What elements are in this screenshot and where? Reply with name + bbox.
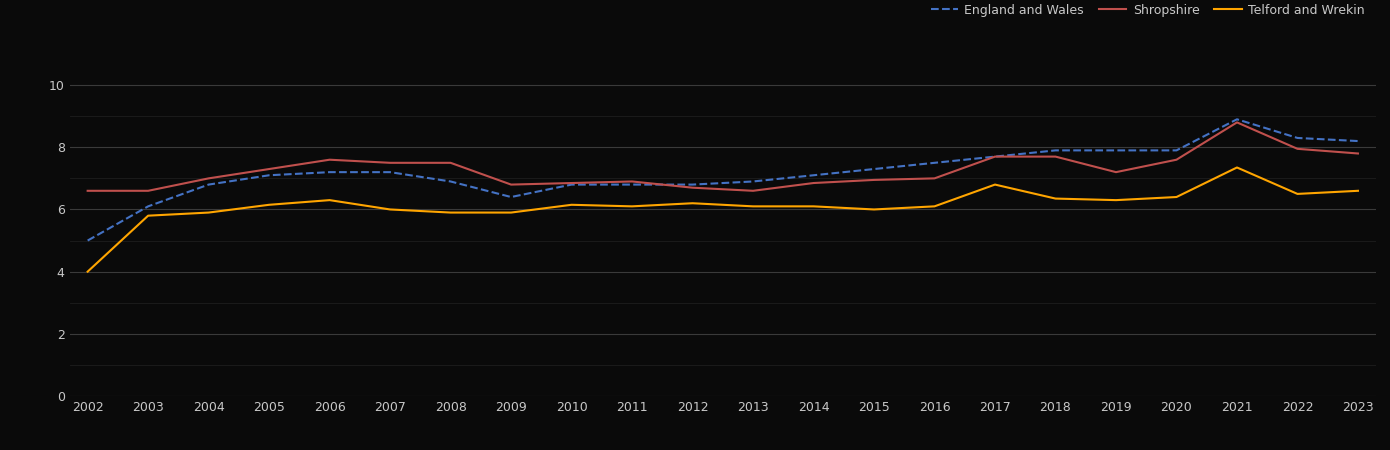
England and Wales: [805, 172, 821, 178]
England and Wales: [261, 172, 278, 178]
Telford and Wrekin: [1350, 188, 1366, 194]
England and Wales: [1168, 148, 1184, 153]
Telford and Wrekin: [624, 204, 641, 209]
Line: Shropshire: Shropshire: [88, 122, 1358, 191]
Telford and Wrekin: [1168, 194, 1184, 200]
England and Wales: [926, 160, 942, 166]
England and Wales: [745, 179, 762, 184]
Shropshire: [321, 157, 338, 162]
England and Wales: [79, 238, 96, 243]
Shropshire: [79, 188, 96, 194]
England and Wales: [866, 166, 883, 172]
Shropshire: [1108, 170, 1125, 175]
England and Wales: [624, 182, 641, 187]
Line: England and Wales: England and Wales: [88, 119, 1358, 241]
Shropshire: [1229, 120, 1245, 125]
Telford and Wrekin: [987, 182, 1004, 187]
Shropshire: [1289, 146, 1305, 152]
Shropshire: [382, 160, 399, 166]
Shropshire: [261, 166, 278, 172]
Shropshire: [442, 160, 459, 166]
England and Wales: [1229, 117, 1245, 122]
Shropshire: [805, 180, 821, 186]
Telford and Wrekin: [805, 204, 821, 209]
Telford and Wrekin: [684, 201, 701, 206]
Telford and Wrekin: [1289, 191, 1305, 197]
Telford and Wrekin: [442, 210, 459, 215]
Shropshire: [200, 176, 217, 181]
England and Wales: [684, 182, 701, 187]
Shropshire: [745, 188, 762, 194]
Shropshire: [503, 182, 520, 187]
Telford and Wrekin: [140, 213, 157, 218]
England and Wales: [140, 204, 157, 209]
Telford and Wrekin: [1047, 196, 1063, 201]
Telford and Wrekin: [563, 202, 580, 207]
Telford and Wrekin: [503, 210, 520, 215]
Shropshire: [866, 177, 883, 183]
Telford and Wrekin: [1108, 198, 1125, 203]
Telford and Wrekin: [866, 207, 883, 212]
Shropshire: [1168, 157, 1184, 162]
Legend: England and Wales, Shropshire, Telford and Wrekin: England and Wales, Shropshire, Telford a…: [926, 0, 1371, 22]
Telford and Wrekin: [1229, 165, 1245, 170]
Shropshire: [1047, 154, 1063, 159]
England and Wales: [1289, 135, 1305, 141]
Telford and Wrekin: [79, 269, 96, 274]
Shropshire: [926, 176, 942, 181]
England and Wales: [1350, 138, 1366, 144]
Shropshire: [684, 185, 701, 190]
Shropshire: [1350, 151, 1366, 156]
Telford and Wrekin: [382, 207, 399, 212]
England and Wales: [987, 154, 1004, 159]
Shropshire: [140, 188, 157, 194]
England and Wales: [1047, 148, 1063, 153]
Line: Telford and Wrekin: Telford and Wrekin: [88, 167, 1358, 272]
England and Wales: [563, 182, 580, 187]
England and Wales: [503, 194, 520, 200]
Telford and Wrekin: [321, 198, 338, 203]
England and Wales: [321, 170, 338, 175]
England and Wales: [382, 170, 399, 175]
Shropshire: [563, 180, 580, 186]
Telford and Wrekin: [926, 204, 942, 209]
Telford and Wrekin: [261, 202, 278, 207]
Telford and Wrekin: [200, 210, 217, 215]
Telford and Wrekin: [745, 204, 762, 209]
England and Wales: [1108, 148, 1125, 153]
Shropshire: [987, 154, 1004, 159]
England and Wales: [442, 179, 459, 184]
Shropshire: [624, 179, 641, 184]
England and Wales: [200, 182, 217, 187]
